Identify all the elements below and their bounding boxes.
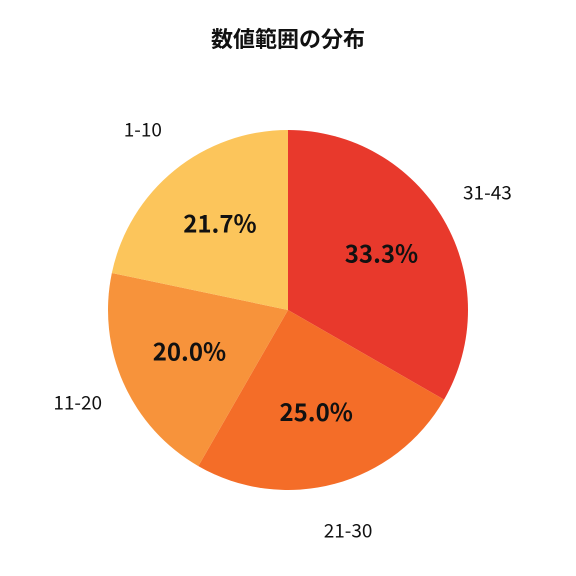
slice-percent-label: 25.0% xyxy=(279,393,352,428)
slice-category-label: 1-10 xyxy=(124,115,162,142)
slice-percent-label: 20.0% xyxy=(153,333,226,368)
slice-category-label: 31-43 xyxy=(463,179,512,206)
chart-title: 数値範囲の分布 xyxy=(0,22,576,54)
pie-svg: 33.3% 31-43 25.0% 21-30 20.0% 11-20 21.7% 1-10 xyxy=(0,0,576,576)
pie-chart: 数値範囲の分布 33.3% 31-43 25.0% 21-30 20.0% 11-20 21… xyxy=(0,0,576,576)
slice-category-label: 11-20 xyxy=(53,388,102,415)
slice-category-label: 21-30 xyxy=(324,517,373,544)
slice-percent-label: 33.3% xyxy=(345,234,418,269)
slice-percent-label: 21.7% xyxy=(183,205,256,240)
